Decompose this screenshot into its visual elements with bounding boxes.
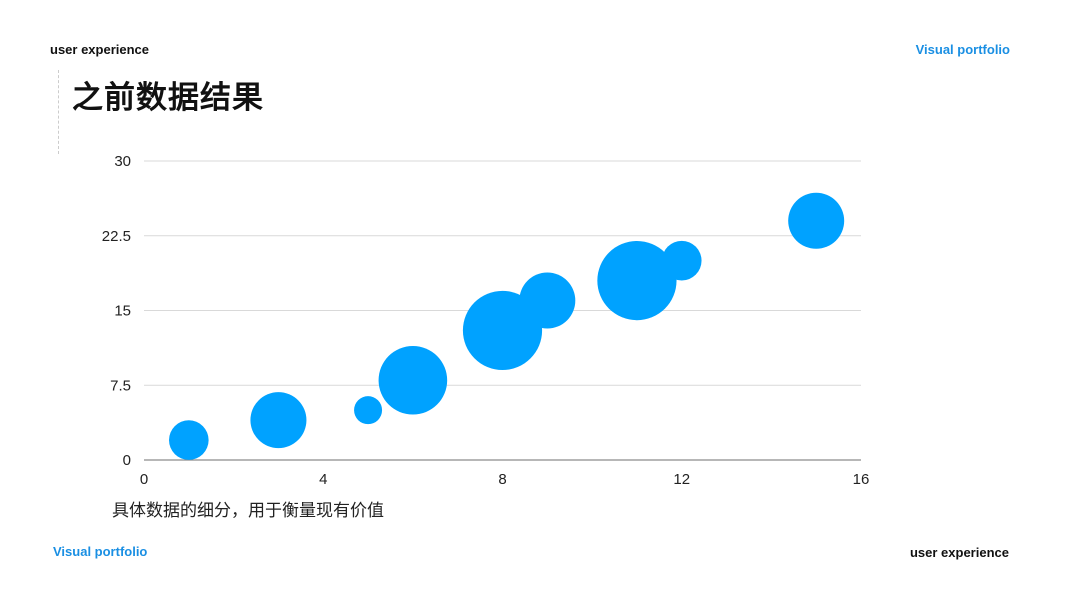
x-tick-label: 12	[673, 471, 690, 488]
title-divider	[58, 70, 59, 154]
y-axis-ticks: 0 7.5 15 22.5 30	[102, 153, 131, 469]
bubble-point	[250, 392, 307, 449]
page-title: 之前数据结果	[72, 80, 264, 116]
y-tick-label: 7.5	[110, 377, 131, 394]
chart-caption: 具体数据的细分，用于衡量现有价值	[112, 501, 384, 521]
bubble-point	[378, 345, 448, 415]
x-tick-label: 4	[319, 471, 327, 488]
footer-right-label: user experience	[909, 545, 1009, 560]
y-tick-label: 15	[114, 303, 131, 320]
chart-bubbles	[169, 192, 845, 460]
bubble-point	[597, 241, 677, 321]
x-tick-label: 0	[140, 471, 148, 488]
y-tick-label: 22.5	[102, 228, 131, 245]
y-tick-label: 0	[123, 452, 131, 469]
x-axis-ticks: 0 4 8 12 16	[140, 471, 870, 488]
bubble-point	[788, 192, 845, 249]
footer-left-label: Visual portfolio	[53, 544, 148, 559]
header-left-label: user experience	[50, 42, 150, 57]
bubble-point	[354, 396, 383, 425]
x-tick-label: 16	[853, 471, 870, 488]
header-right-label: Visual portfolio	[915, 42, 1010, 57]
bubble-point	[661, 240, 702, 281]
bubble-point	[519, 272, 576, 329]
x-tick-label: 8	[498, 471, 506, 488]
bubble-point	[169, 420, 209, 460]
y-tick-label: 30	[114, 153, 131, 170]
